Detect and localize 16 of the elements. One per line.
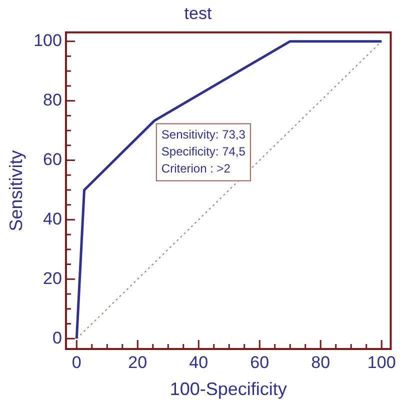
x-axis-title: 100-Specificity (170, 379, 287, 400)
annotation: Sensitivity: 73,3 Specificity: 74,5 Criterion : >2 (161, 128, 246, 176)
y-tick-label: 0 (52, 328, 62, 348)
chart-title: test (184, 4, 212, 23)
y-tick-label: 80 (43, 90, 62, 110)
y-tick-label: 40 (43, 209, 62, 228)
y-tick-label: 60 (43, 150, 62, 169)
x-tick-label: 60 (250, 352, 270, 372)
x-tick-label: 100 (367, 352, 396, 372)
x-tick-label: 40 (189, 352, 208, 372)
y-tick-label: 20 (43, 268, 62, 288)
x-tick-label: 20 (128, 352, 148, 372)
y-tick-label: 100 (34, 31, 62, 50)
x-tick-label: 0 (72, 352, 82, 372)
x-tick-label: 80 (311, 352, 330, 372)
y-axis-title: Sensitivity (6, 150, 26, 232)
